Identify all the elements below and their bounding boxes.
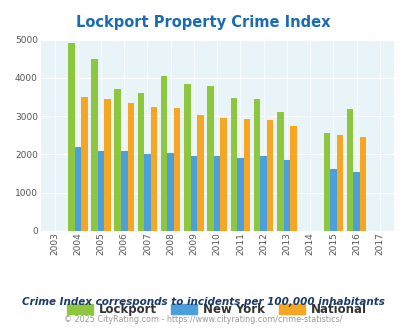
Text: Crime Index corresponds to incidents per 100,000 inhabitants: Crime Index corresponds to incidents per… (21, 297, 384, 307)
Bar (174, 108, 180, 231)
Bar (359, 137, 365, 231)
Bar (127, 103, 134, 231)
Bar (121, 151, 127, 231)
Bar (144, 154, 150, 231)
Bar (260, 156, 266, 231)
Bar (190, 156, 197, 231)
Bar (290, 126, 296, 231)
Legend: Lockport, New York, National: Lockport, New York, National (62, 298, 371, 321)
Bar (68, 44, 75, 231)
Bar (167, 153, 174, 231)
Bar (137, 93, 144, 231)
Bar (98, 150, 104, 231)
Bar (197, 115, 203, 231)
Bar (266, 120, 273, 231)
Bar (213, 156, 220, 231)
Bar (207, 86, 213, 231)
Bar (220, 118, 226, 231)
Bar (81, 97, 87, 231)
Bar (230, 98, 237, 231)
Text: Lockport Property Crime Index: Lockport Property Crime Index (76, 15, 329, 30)
Bar (329, 169, 336, 231)
Bar (283, 160, 290, 231)
Text: © 2025 CityRating.com - https://www.cityrating.com/crime-statistics/: © 2025 CityRating.com - https://www.city… (64, 315, 341, 324)
Bar (114, 89, 121, 231)
Bar (237, 157, 243, 231)
Bar (346, 109, 352, 231)
Bar (243, 119, 249, 231)
Bar (336, 135, 342, 231)
Bar (253, 99, 260, 231)
Bar (104, 99, 111, 231)
Bar (352, 172, 359, 231)
Bar (150, 107, 157, 231)
Bar (75, 147, 81, 231)
Bar (323, 133, 329, 231)
Bar (277, 112, 283, 231)
Bar (91, 59, 98, 231)
Bar (184, 83, 190, 231)
Bar (160, 76, 167, 231)
